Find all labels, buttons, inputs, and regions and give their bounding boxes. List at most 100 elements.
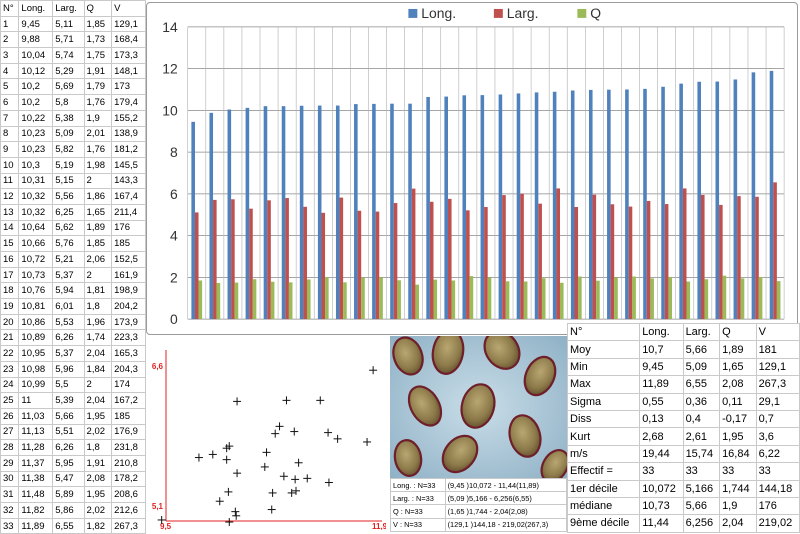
table-cell: Min: [566, 357, 641, 377]
bar-larg: [773, 182, 777, 320]
bar-larg: [502, 195, 506, 320]
table-row: 27 11,13 5,51 2,02 176,9: [0, 423, 146, 441]
table-row: 23 10,98 5,96 1,84 204,3: [0, 360, 146, 378]
bar-long: [751, 72, 756, 320]
table-cell: 11: [0, 172, 20, 190]
scatter-point: [232, 511, 241, 520]
bar-q: [722, 275, 727, 320]
bar-larg: [231, 199, 235, 320]
legend-swatch: [493, 8, 503, 18]
stats-header-row: N° Long. Larg. Q V: [566, 322, 800, 342]
bar-long: [697, 81, 701, 320]
table-cell: 176: [111, 219, 146, 237]
table-cell: 2,08: [719, 375, 757, 394]
table-row: 29 11,37 5,95 1,91 210,8: [0, 454, 146, 472]
bar-q: [668, 276, 673, 320]
bar-q: [270, 281, 275, 320]
bar-long: [372, 103, 376, 320]
table-cell: 3,6: [755, 427, 800, 446]
table-cell: 267,3: [755, 375, 800, 394]
bar-long: [498, 94, 503, 320]
table-cell: 19,44: [639, 444, 684, 464]
bar-long: [191, 121, 195, 320]
bar-long: [335, 105, 340, 320]
table-row: 18 10,76 5,94 1,81 198,9: [0, 282, 146, 300]
table-cell: 11: [18, 392, 54, 409]
table-cell: 173,9: [111, 313, 146, 331]
stats-row: Min 9,45 5,09 1,65 129,1: [566, 357, 800, 377]
table-row: 9 10,23 5,82 1,76 181,2: [0, 141, 146, 158]
table-cell: 176: [755, 496, 800, 516]
bar-q: [198, 280, 203, 320]
table-cell: 25: [0, 392, 20, 409]
table-cell: 10,072: [639, 479, 684, 498]
table-cell: 3: [0, 47, 20, 64]
table-cell: 181,2: [111, 141, 146, 158]
table-cell: 0,7: [755, 409, 800, 429]
table-cell: 0,4: [682, 409, 721, 429]
table-cell: 167,2: [111, 392, 146, 409]
table-cell: 223,3: [111, 329, 146, 347]
table-cell: 9,45: [18, 15, 54, 33]
scatter-point: [208, 450, 217, 459]
bar-q: [704, 279, 709, 320]
table-cell: 2,61: [682, 427, 721, 446]
bar-larg: [357, 210, 362, 320]
table-cell: 144,18: [755, 479, 800, 498]
column-header: Larg.: [682, 322, 721, 342]
table-cell: 9ème décile: [566, 514, 641, 533]
table-cell: 5,69: [52, 78, 85, 96]
scatter-point: [224, 487, 233, 496]
bar-q: [216, 282, 221, 320]
table-cell: 33: [755, 462, 800, 481]
bar-q: [451, 280, 456, 320]
table-cell: 5,66: [52, 407, 85, 425]
table-cell: 28: [0, 439, 20, 456]
table-cell: 129,1: [755, 357, 800, 377]
table-cell: 12: [0, 188, 20, 205]
bar-larg: [574, 206, 579, 320]
table-cell: 33: [0, 517, 20, 534]
scatter-point: [262, 448, 271, 457]
table-cell: Q : N=33: [390, 504, 446, 519]
bar-larg: [429, 201, 434, 320]
bar-larg: [213, 199, 217, 320]
bar-larg: [411, 188, 416, 320]
table-cell: 10,04: [18, 47, 54, 64]
table-cell: 11,44: [639, 514, 684, 533]
y-tick-label: 4: [170, 228, 178, 244]
bar-larg: [285, 198, 289, 320]
table-cell: 5,89: [52, 486, 85, 503]
table-cell: 161,9: [111, 266, 146, 284]
table-cell: 5,39: [52, 392, 85, 409]
table-cell: Max: [566, 375, 641, 394]
column-header: Q: [719, 322, 757, 342]
scatter-point: [215, 497, 224, 506]
table-cell: 31: [0, 486, 20, 503]
table-cell: 210,8: [111, 454, 146, 472]
y-tick-label: 14: [162, 19, 178, 35]
table-row: 8 10,23 5,09 2,01 138,9: [0, 125, 146, 143]
stats-row: Moy 10,7 5,66 1,89 181: [566, 340, 800, 359]
table-row: 22 10,95 5,37 2,04 165,3: [0, 345, 146, 362]
table-cell: 5,56: [52, 188, 85, 205]
table-cell: 5,95: [52, 454, 85, 472]
bar-larg: [339, 197, 344, 320]
bar-larg: [447, 198, 452, 320]
table-cell: 1,75: [83, 47, 113, 64]
table-cell: 10,89: [18, 329, 54, 347]
table-cell: 1,76: [83, 94, 113, 111]
table-cell: 10,73: [18, 266, 54, 284]
bar-larg: [592, 194, 597, 320]
table-cell: 27: [0, 423, 20, 441]
bar-larg: [610, 204, 615, 320]
bar-larg: [520, 193, 524, 320]
bar-q: [523, 281, 528, 320]
table-cell: 6,55: [52, 517, 85, 534]
table-cell: 16,84: [719, 444, 757, 464]
table-cell: 11,13: [18, 423, 54, 441]
table-cell: 2,04: [83, 345, 113, 362]
stats-row: 1er décile 10,072 5,166 1,744 144,18: [566, 479, 800, 498]
table-cell: 18: [0, 282, 20, 300]
table-cell: (129,1 )144,18 - 219,02(267,3): [444, 517, 568, 532]
